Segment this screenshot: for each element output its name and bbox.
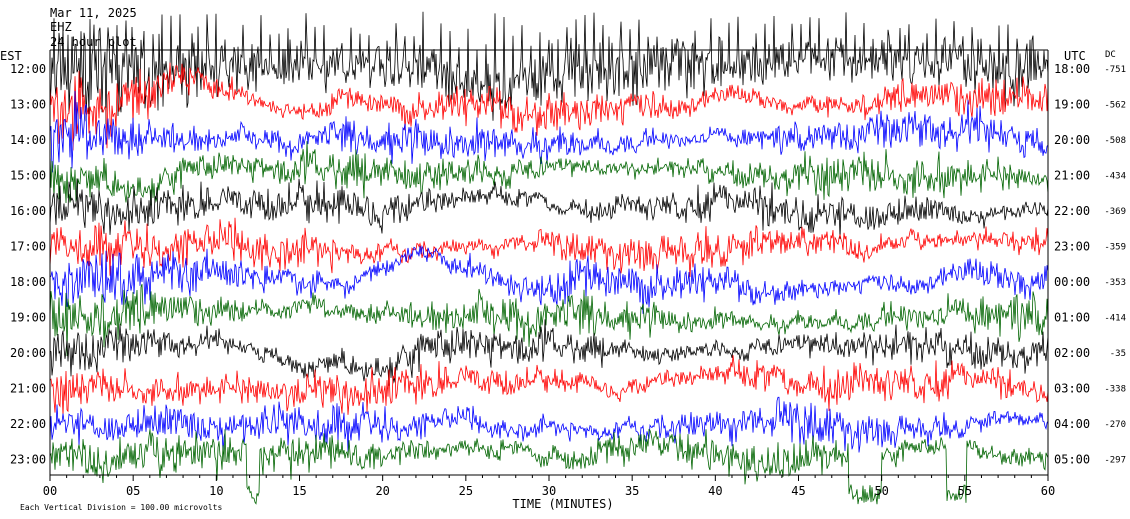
footer-scale-note: Each Vertical Division = 100.00 microvol…	[20, 503, 222, 512]
seismic-trace-line	[49, 178, 1049, 239]
utc-hour-label: 04:00	[1054, 417, 1090, 431]
est-hour-label: 18:00	[10, 275, 46, 289]
est-axis-label: EST	[0, 49, 22, 63]
est-hour-label: 17:00	[10, 240, 46, 254]
header-date: Mar 11, 2025	[50, 6, 137, 20]
dc-offset-label: -434	[1104, 172, 1126, 182]
x-tick-label: 20	[375, 484, 389, 498]
seismic-trace-line	[49, 428, 1049, 505]
seismic-trace-line	[49, 355, 1049, 417]
utc-hour-label: 02:00	[1054, 346, 1090, 360]
header-plot-type: 24 hour plot	[50, 35, 137, 49]
seismic-trace-line	[49, 11, 1049, 125]
utc-hour-label: 19:00	[1054, 98, 1090, 112]
x-tick-label: 35	[625, 484, 639, 498]
seismic-trace-line	[49, 283, 1049, 357]
x-tick-label: 55	[958, 484, 972, 498]
dc-offset-label: -270	[1104, 420, 1126, 430]
x-axis-ticks: 00 05 10 15 20 25 30 35 40 45 50 55 60	[43, 475, 1055, 498]
utc-hour-label: 03:00	[1054, 382, 1090, 396]
dc-offset-label: -751	[1104, 65, 1126, 75]
x-tick-label: 05	[126, 484, 140, 498]
dc-label: DC	[1105, 50, 1116, 60]
dc-offset-labels: -751 -562 -508 -434 -369 -359 -353 -414 -35 -338 -…	[1104, 65, 1126, 466]
dc-offset-label: -562	[1104, 101, 1126, 111]
est-hour-label: 16:00	[10, 204, 46, 218]
utc-hour-labels: 18:00 19:00 20:00 21:00 22:00 23:00 00:00 01:00…	[1054, 62, 1090, 467]
utc-hour-label: 18:00	[1054, 62, 1090, 76]
dc-offset-label: -359	[1104, 243, 1126, 253]
dc-offset-label: -338	[1104, 385, 1126, 395]
utc-hour-label: 01:00	[1054, 311, 1090, 325]
seismic-trace-line	[49, 217, 1049, 278]
seismic-traces	[49, 11, 1049, 505]
est-hour-label: 15:00	[10, 169, 46, 183]
x-tick-label: 40	[708, 484, 722, 498]
est-hour-label: 19:00	[10, 311, 46, 325]
utc-hour-label: 23:00	[1054, 240, 1090, 254]
est-hour-label: 22:00	[10, 417, 46, 431]
seismic-trace-line	[49, 244, 1049, 314]
seismic-trace-line	[49, 90, 1049, 173]
utc-hour-label: 21:00	[1054, 169, 1090, 183]
dc-offset-label: -414	[1104, 314, 1126, 324]
est-hour-label: 20:00	[10, 346, 46, 360]
dc-offset-label: -35	[1110, 349, 1126, 359]
est-hour-labels: 12:00 13:00 14:00 15:00 16:00 17:00 18:00 19:00…	[10, 62, 46, 467]
est-hour-label: 12:00	[10, 62, 46, 76]
x-tick-label: 60	[1041, 484, 1055, 498]
seismic-trace-line	[49, 141, 1049, 206]
plot-frame	[49, 49, 1049, 476]
x-tick-label: 45	[791, 484, 805, 498]
utc-hour-label: 00:00	[1054, 275, 1090, 289]
utc-hour-label: 20:00	[1054, 133, 1090, 147]
est-hour-label: 13:00	[10, 98, 46, 112]
x-axis-title: TIME (MINUTES)	[512, 497, 613, 511]
x-tick-label: 25	[459, 484, 473, 498]
x-tick-label: 30	[542, 484, 556, 498]
utc-hour-label: 05:00	[1054, 453, 1090, 467]
est-hour-label: 23:00	[10, 453, 46, 467]
dc-offset-label: -353	[1104, 278, 1126, 288]
dc-offset-label: -369	[1104, 207, 1126, 217]
header-block: Mar 11, 2025 EHZ 24 hour plot	[50, 6, 137, 49]
est-hour-label: 14:00	[10, 133, 46, 147]
utc-axis-label: UTC	[1064, 49, 1086, 63]
x-tick-label: 50	[874, 484, 888, 498]
x-tick-label: 10	[209, 484, 223, 498]
x-tick-label: 00	[43, 484, 57, 498]
seismic-trace-line	[49, 62, 1049, 151]
dc-offset-label: -297	[1104, 456, 1126, 466]
header-channel: EHZ	[50, 20, 72, 34]
x-tick-label: 15	[292, 484, 306, 498]
est-hour-label: 21:00	[10, 382, 46, 396]
utc-hour-label: 22:00	[1054, 204, 1090, 218]
footer-scale-text: Each Vertical Division = 100.00 microvol…	[20, 503, 222, 512]
dc-offset-label: -508	[1104, 136, 1126, 146]
seismic-trace-line	[49, 396, 1049, 453]
seismic-trace-line	[49, 319, 1049, 386]
